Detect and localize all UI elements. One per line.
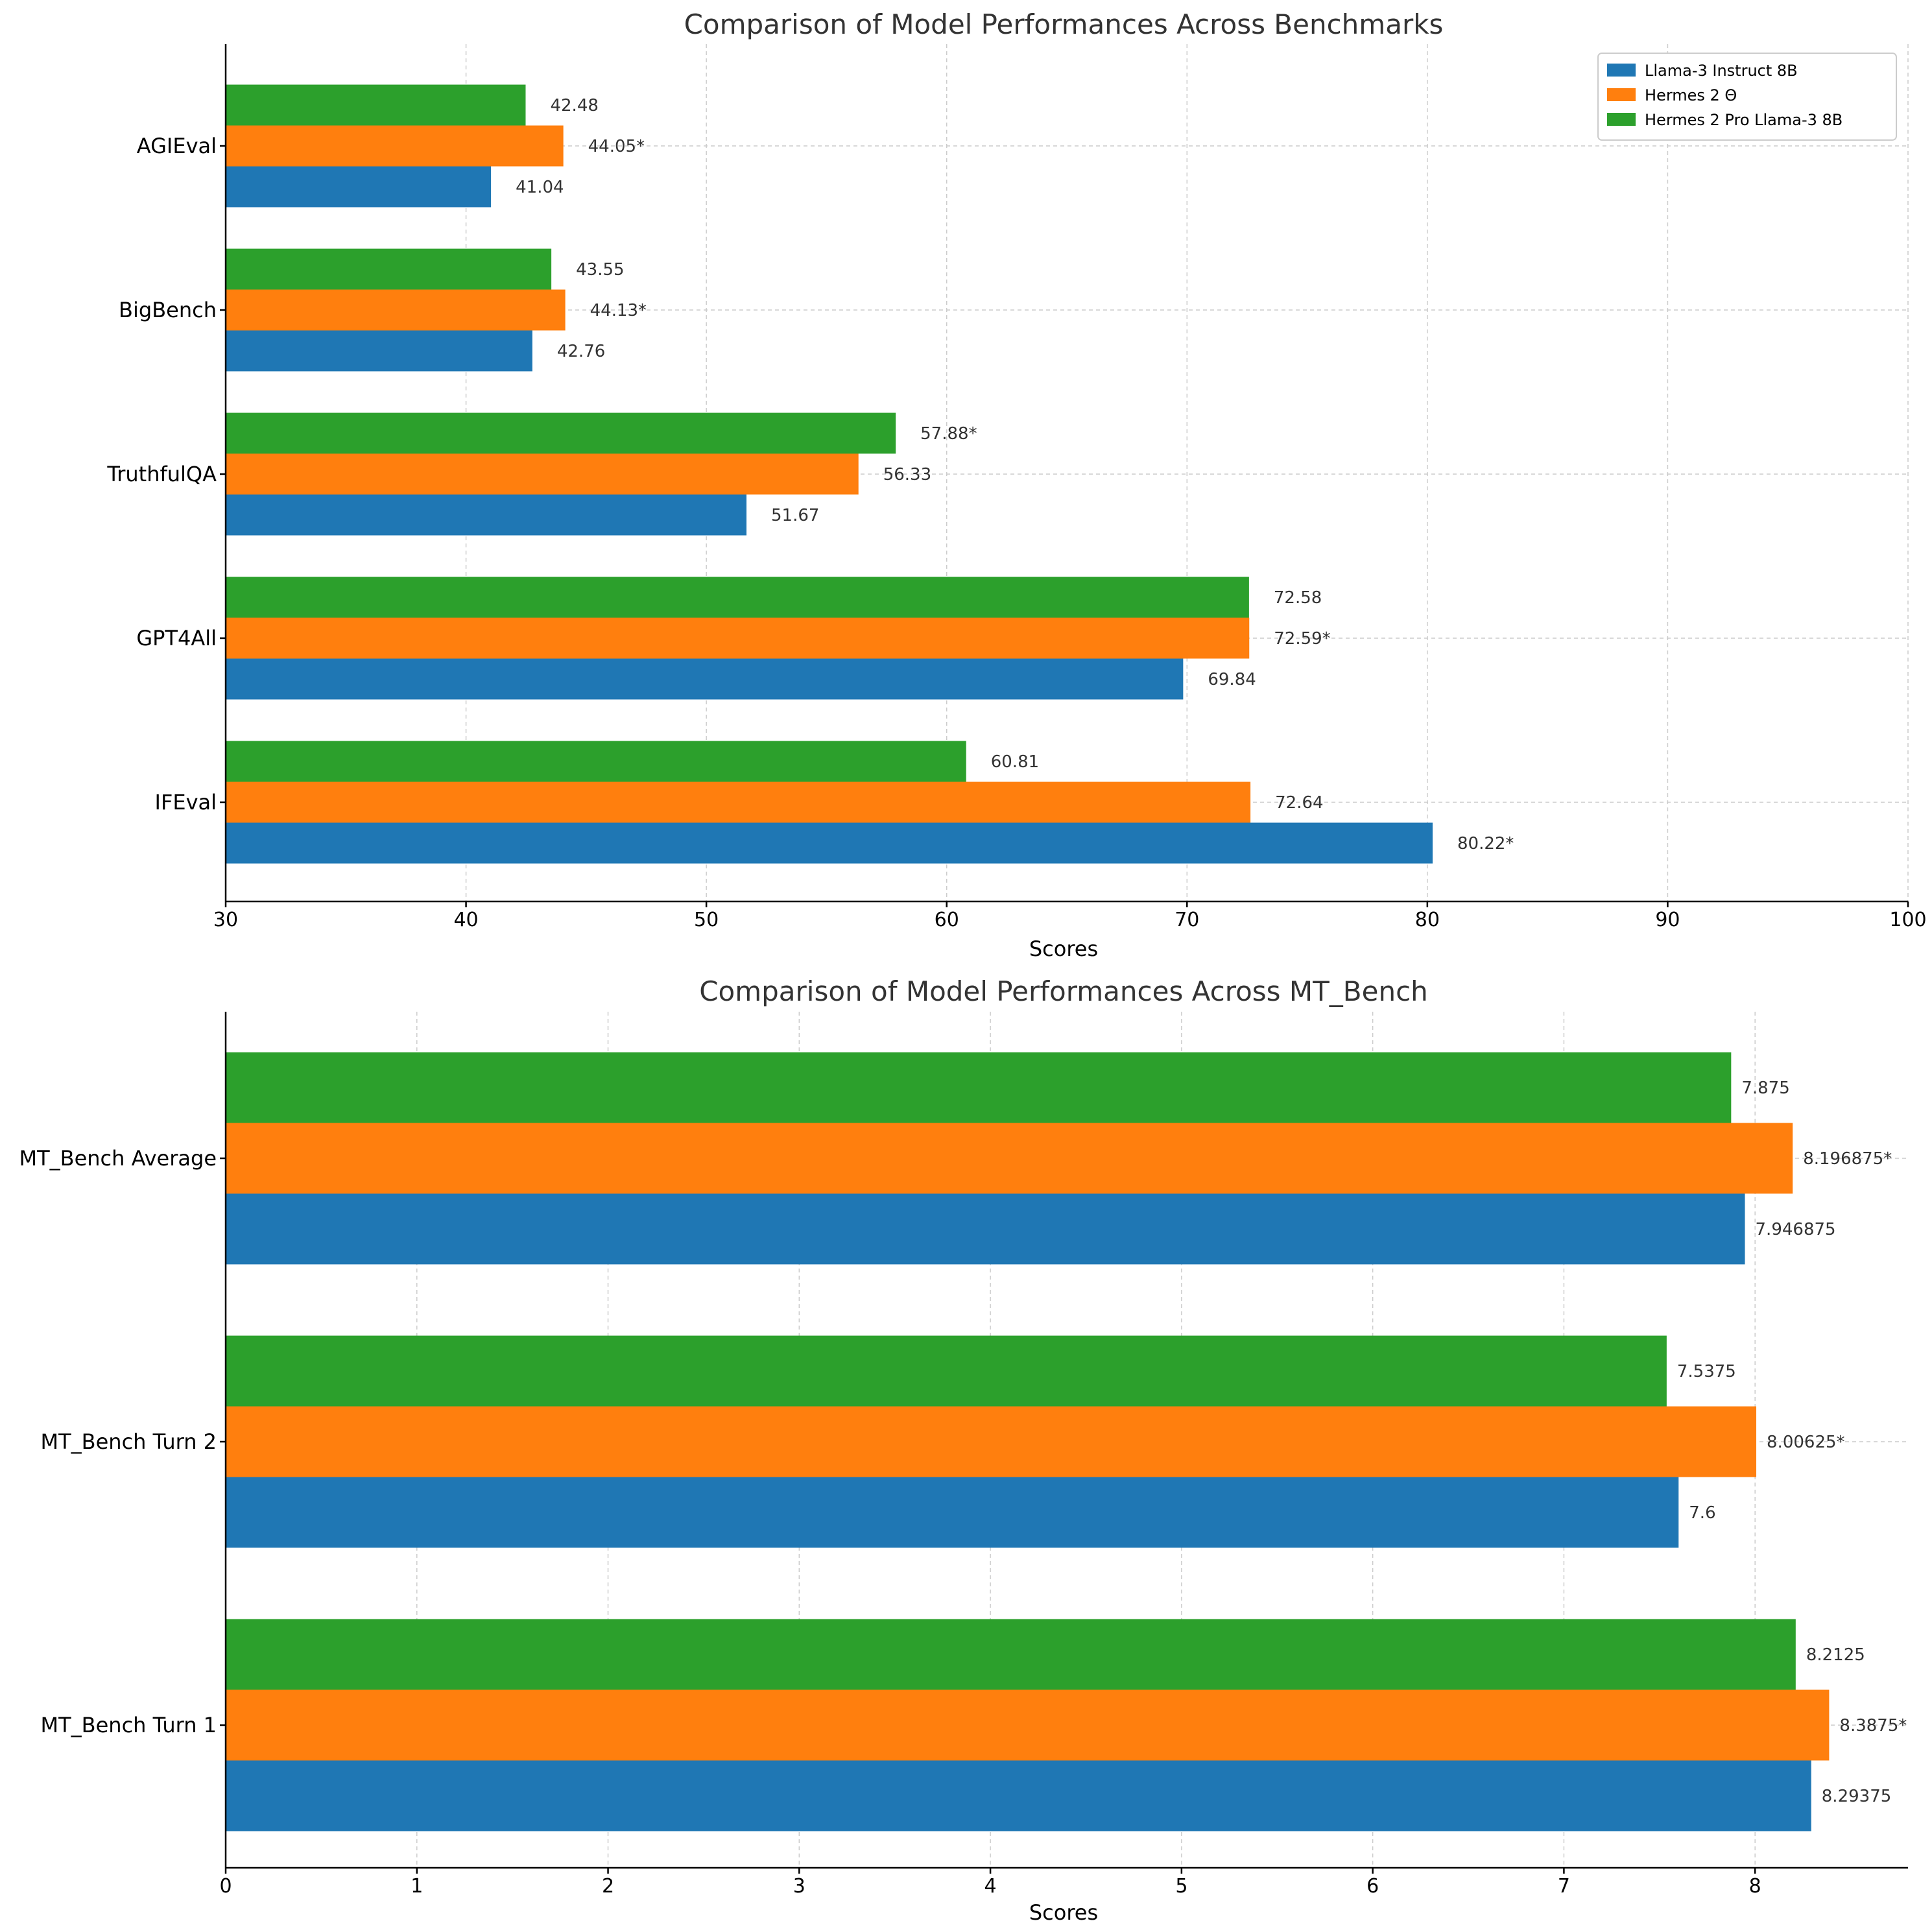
- bar-llama-3-instruct-8b-bigbench: [226, 330, 532, 372]
- bar-hermes-2-mt-bench-average: [226, 1123, 1793, 1194]
- category-label-mt-bench-turn-2: MT_Bench Turn 2: [41, 1429, 217, 1454]
- x-tick-label: 100: [1889, 909, 1926, 931]
- bar-value-label: 7.946875: [1756, 1220, 1836, 1239]
- category-label-bigbench: BigBench: [119, 298, 217, 322]
- bar-llama-3-instruct-8b-agieval: [226, 166, 492, 208]
- bar-value-label: 7.5375: [1677, 1362, 1736, 1381]
- category-label-gpt4all: GPT4All: [136, 626, 217, 650]
- legend-label-llama-3-instruct-8b: Llama-3 Instruct 8B: [1645, 62, 1798, 80]
- bar-value-label: 80.22*: [1457, 834, 1514, 853]
- bar-value-label: 51.67: [771, 506, 819, 525]
- bar-hermes-2-pro-llama-3-8b-truthfulqa: [226, 412, 896, 454]
- x-tick-label: 6: [1366, 1875, 1379, 1898]
- benchmarks-chart: Comparison of Model Performances Across …: [106, 8, 1926, 961]
- bar-hermes-2-agieval: [226, 125, 564, 167]
- x-tick-label: 4: [984, 1875, 997, 1898]
- x-tick-label: 40: [453, 909, 478, 931]
- bar-hermes-2-mt-bench-turn-1: [226, 1689, 1830, 1761]
- bar-hermes-2-gpt4all: [226, 617, 1250, 659]
- bar-llama-3-instruct-8b-truthfulqa: [226, 494, 747, 536]
- category-label-mt-bench-average: MT_Bench Average: [19, 1146, 217, 1171]
- x-tick-label: 60: [935, 909, 959, 931]
- bar-hermes-2-pro-llama-3-8b-bigbench: [226, 248, 552, 290]
- bar-value-label: 8.3875*: [1839, 1716, 1907, 1735]
- bar-hermes-2-pro-llama-3-8b-gpt4all: [226, 577, 1249, 618]
- x-tick-label: 50: [694, 909, 719, 931]
- bar-llama-3-instruct-8b-gpt4all: [226, 658, 1184, 700]
- legend-label-hermes-2-pro-llama-3-8b: Hermes 2 Pro Llama-3 8B: [1645, 111, 1843, 129]
- bar-value-label: 72.64: [1275, 793, 1323, 813]
- bar-hermes-2-mt-bench-turn-2: [226, 1406, 1757, 1477]
- mt-bench-chart: Comparison of Model Performances Across …: [19, 975, 1908, 1925]
- legend: Llama-3 Instruct 8B Hermes 2 Θ Hermes 2 Pr…: [1597, 53, 1897, 141]
- bar-value-label: 8.00625*: [1767, 1433, 1845, 1452]
- bar-value-label: 60.81: [991, 752, 1039, 772]
- chart-title: Comparison of Model Performances Across …: [699, 975, 1428, 1007]
- bar-hermes-2-bigbench: [226, 289, 566, 331]
- bar-value-label: 69.84: [1208, 670, 1256, 689]
- category-label-ifeval: IFEval: [155, 790, 217, 815]
- bar-value-label: 57.88*: [920, 424, 977, 444]
- bar-value-label: 7.6: [1689, 1503, 1715, 1523]
- bar-llama-3-instruct-8b-mt-bench-average: [226, 1193, 1745, 1265]
- bar-value-label: 44.13*: [590, 301, 647, 320]
- category-label-mt-bench-turn-1: MT_Bench Turn 1: [41, 1713, 217, 1737]
- bar-value-label: 8.2125: [1806, 1645, 1865, 1665]
- x-tick-label: 70: [1175, 909, 1199, 931]
- bar-value-label: 8.29375: [1822, 1787, 1892, 1806]
- x-tick-label: 8: [1749, 1875, 1761, 1898]
- bar-value-label: 43.55: [576, 260, 624, 280]
- x-axis-label: Scores: [1029, 936, 1098, 961]
- bar-hermes-2-pro-llama-3-8b-mt-bench-turn-1: [226, 1619, 1796, 1690]
- legend-box: [1597, 53, 1897, 141]
- bar-hermes-2-pro-llama-3-8b-mt-bench-turn-2: [226, 1335, 1667, 1407]
- bar-hermes-2-pro-llama-3-8b-ifeval: [226, 741, 966, 782]
- x-tick-label: 3: [793, 1875, 805, 1898]
- bar-llama-3-instruct-8b-mt-bench-turn-1: [226, 1760, 1811, 1831]
- bar-value-label: 42.76: [557, 342, 605, 361]
- bar-hermes-2-pro-llama-3-8b-mt-bench-average: [226, 1052, 1732, 1123]
- bar-hermes-2-truthfulqa: [226, 453, 859, 495]
- bar-value-label: 7.875: [1741, 1079, 1789, 1098]
- legend-swatch-hermes-2-pro-llama-3-8b: [1607, 113, 1636, 126]
- legend-swatch-hermes-2: [1607, 88, 1636, 101]
- category-label-agieval: AGIEval: [137, 134, 217, 158]
- x-tick-label: 5: [1175, 1875, 1187, 1898]
- bar-value-label: 42.48: [550, 96, 598, 115]
- bar-value-label: 8.196875*: [1803, 1149, 1892, 1169]
- chart-title: Comparison of Model Performances Across …: [684, 8, 1444, 40]
- x-tick-label: 7: [1558, 1875, 1570, 1898]
- bar-value-label: 72.59*: [1274, 629, 1330, 649]
- bar-value-label: 44.05*: [588, 137, 645, 156]
- x-tick-label: 1: [411, 1875, 423, 1898]
- x-tick-label: 0: [219, 1875, 232, 1898]
- x-tick-label: 80: [1415, 909, 1440, 931]
- bar-value-label: 41.04: [516, 178, 564, 197]
- x-axis-label: Scores: [1029, 1900, 1098, 1925]
- bar-llama-3-instruct-8b-ifeval: [226, 822, 1433, 864]
- bar-hermes-2-ifeval: [226, 781, 1251, 823]
- bar-hermes-2-pro-llama-3-8b-agieval: [226, 84, 526, 126]
- legend-label-hermes-2: Hermes 2 Θ: [1645, 86, 1737, 104]
- category-label-truthfulqa: TruthfulQA: [106, 462, 217, 486]
- bar-llama-3-instruct-8b-mt-bench-turn-2: [226, 1477, 1679, 1548]
- x-tick-label: 2: [602, 1875, 614, 1898]
- bar-value-label: 72.58: [1274, 588, 1322, 608]
- bar-value-label: 56.33: [883, 465, 931, 484]
- legend-swatch-llama-3-instruct-8b: [1607, 64, 1636, 77]
- x-tick-label: 30: [213, 909, 238, 931]
- x-tick-label: 90: [1655, 909, 1680, 931]
